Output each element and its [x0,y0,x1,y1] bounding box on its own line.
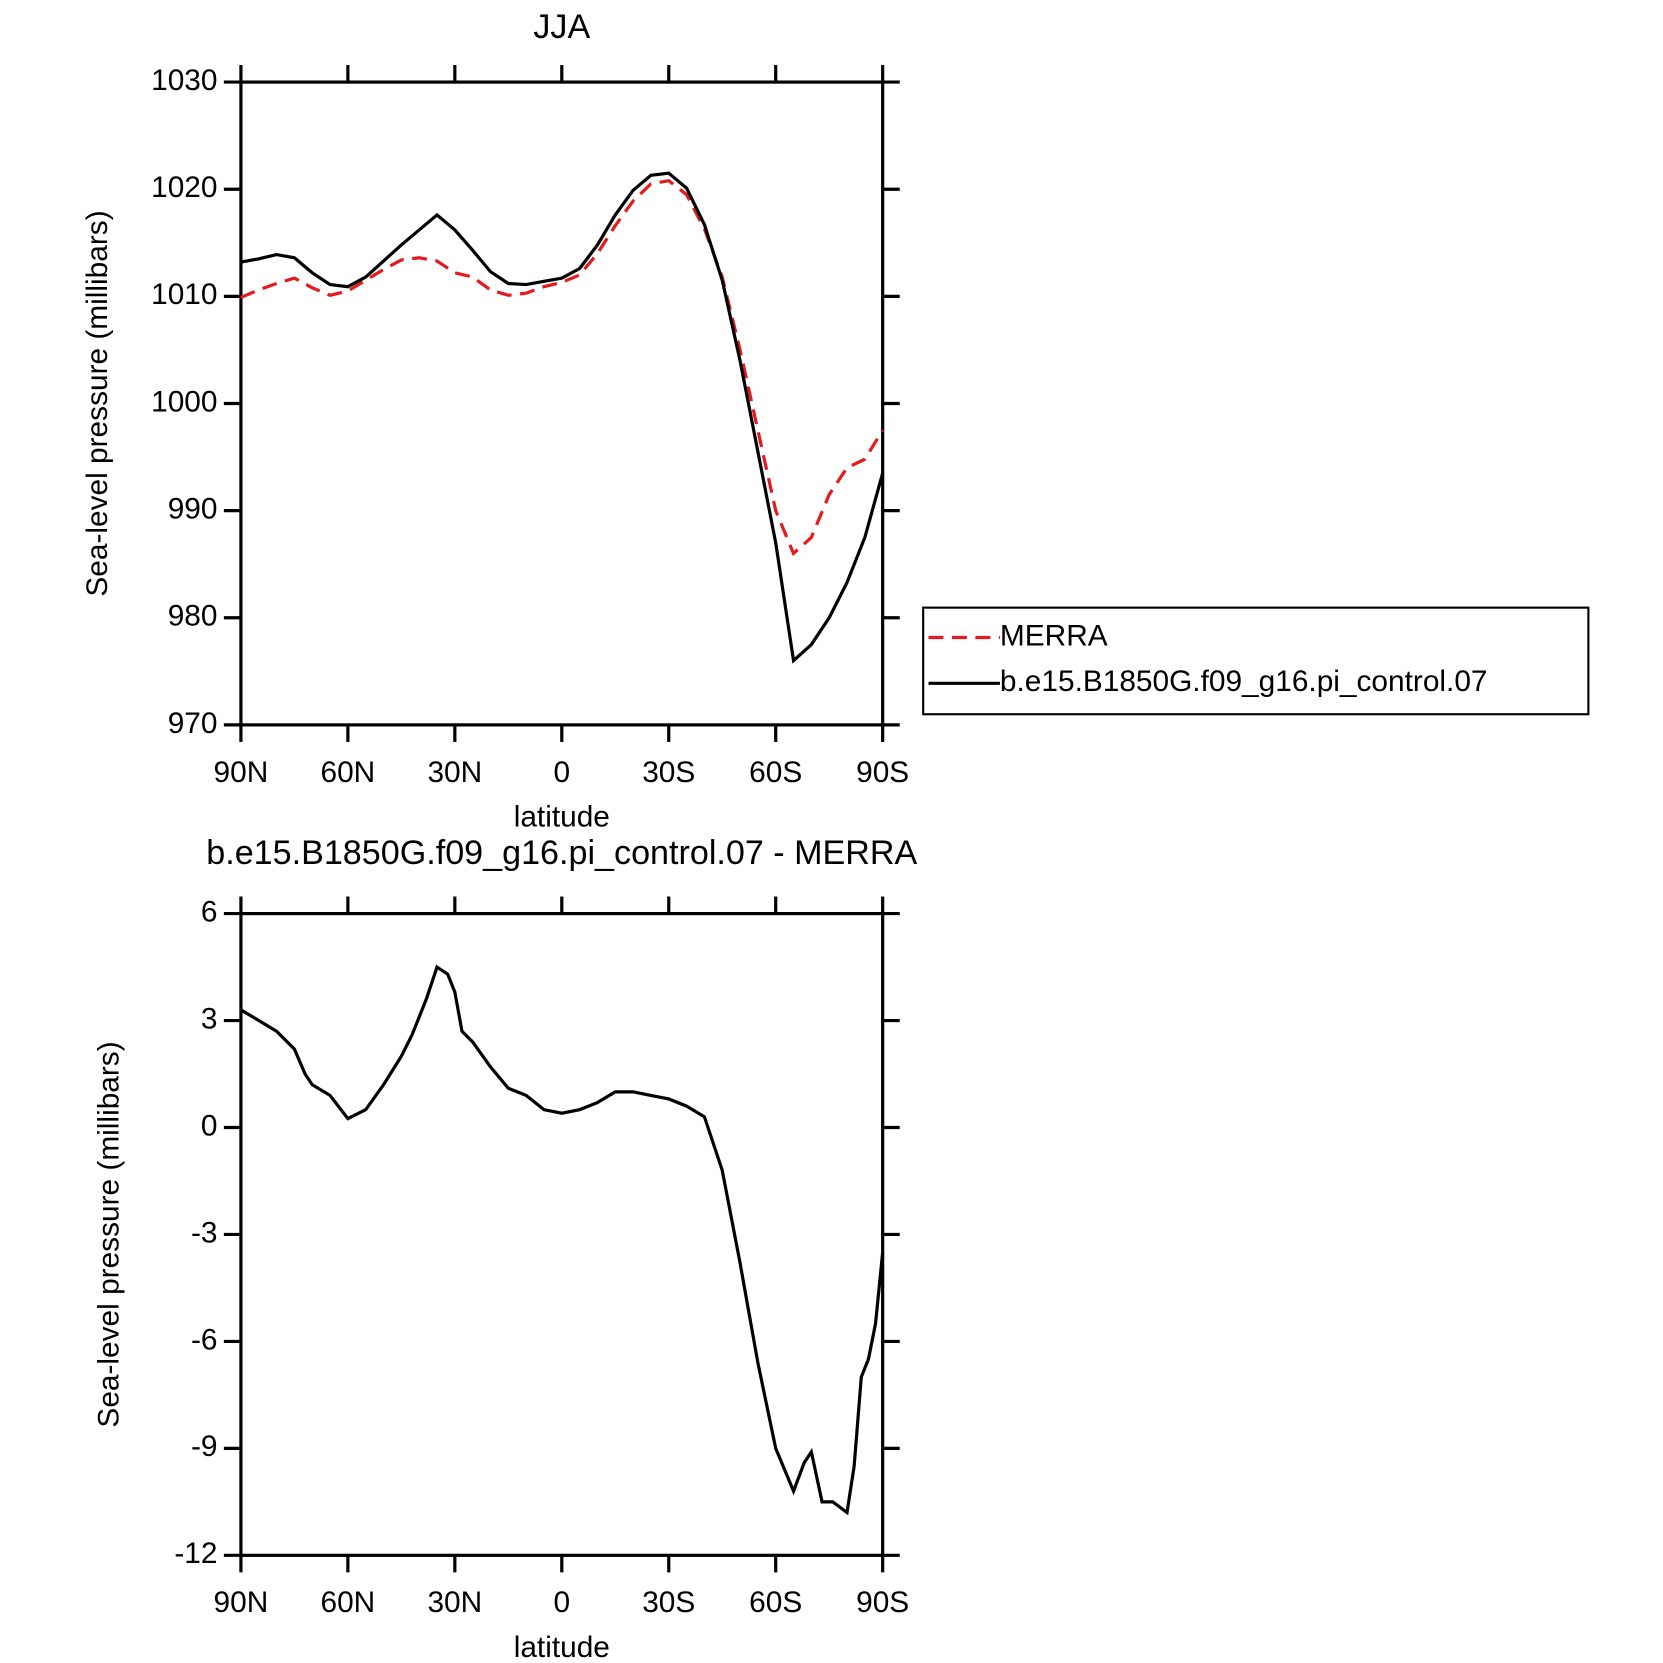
x-tick-label: 30S [642,1586,695,1619]
x-tick-label: 90N [214,756,269,789]
x-tick-label: 30N [427,1586,482,1619]
x-tick-label: 30N [427,756,482,789]
x-axis-label: latitude [514,801,610,834]
y-axis-label: Sea-level pressure (millibars) [93,1041,126,1427]
x-tick-label: 90S [856,1586,909,1619]
data-line [240,171,885,664]
y-tick-label: -12 [174,1537,217,1570]
x-tick-label: 60N [321,756,376,789]
x-tick-label: 60N [321,1586,376,1619]
legend-label: MERRA [1000,619,1108,652]
y-tick-label: 1000 [151,385,217,418]
x-tick-label: 30S [642,756,695,789]
y-tick-label: -3 [191,1216,218,1249]
x-tick-label: 0 [553,1586,570,1619]
y-tick-label: -6 [191,1323,218,1356]
y-tick-label: 0 [201,1109,218,1142]
plot-frame [239,80,885,727]
x-axis-label: latitude [514,1631,610,1663]
y-tick-label: 3 [201,1002,218,1035]
y-tick-label: 1010 [151,278,217,311]
x-tick-label: 60S [749,756,802,789]
y-tick-label: 6 [201,895,218,928]
y-tick-label: 980 [168,600,218,633]
x-tick-label: 60S [749,1586,802,1619]
plot-frame [239,911,885,1557]
y-tick-label: 970 [168,707,218,740]
y-tick-label: 990 [168,493,218,526]
y-tick-label: 1030 [151,64,217,97]
x-tick-label: 90S [856,756,909,789]
y-axis-label: Sea-level pressure (millibars) [81,210,114,596]
chart-title: b.e15.B1850G.f09_g16.pi_control.07 - MER… [206,834,917,872]
y-tick-label: -9 [191,1430,218,1463]
data-line [240,964,885,1516]
x-tick-label: 0 [553,756,570,789]
legend-box [922,606,1590,716]
chart-title: JJA [533,8,590,46]
legend-label: b.e15.B1850G.f09_g16.pi_control.07 [1000,665,1488,698]
data-line [240,178,885,557]
y-tick-label: 1020 [151,171,217,204]
x-tick-label: 90N [214,1586,269,1619]
